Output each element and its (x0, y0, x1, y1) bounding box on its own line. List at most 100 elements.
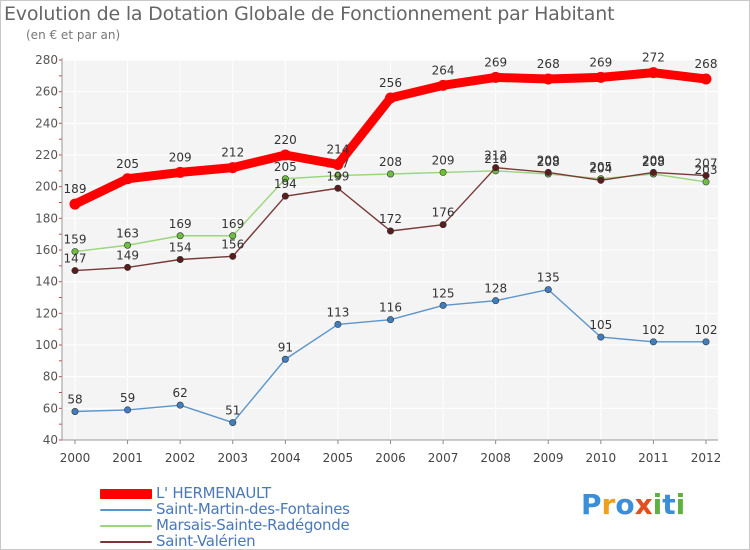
legend-swatch-marsais (100, 525, 152, 527)
data-point-saint-martin-des-fontaines (544, 286, 552, 294)
data-label-marsais-sainte-rad-gonde: 169 (221, 217, 244, 231)
data-label-marsais-sainte-rad-gonde: 208 (537, 155, 560, 169)
data-point-saint-val-rien (649, 168, 657, 176)
legend-item-saint-martin: Saint-Martin-des-Fontaines (100, 500, 420, 518)
x-tick-label: 2010 (586, 451, 617, 465)
y-tick-label: 160 (35, 243, 58, 257)
logo-letter: o (615, 488, 635, 521)
data-point-marsais-sainte-rad-gonde (702, 178, 710, 186)
data-point-marsais-sainte-rad-gonde (176, 232, 184, 240)
data-label-marsais-sainte-rad-gonde: 210 (484, 152, 507, 166)
data-point-saint-martin-des-fontaines (281, 355, 289, 363)
data-label-l-hermenault: 269 (484, 55, 507, 69)
data-label-saint-martin-des-fontaines: 135 (537, 271, 560, 285)
data-point-l-hermenault (227, 162, 239, 174)
data-label-saint-martin-des-fontaines: 59 (120, 391, 135, 405)
data-point-l-hermenault (122, 173, 134, 185)
y-tick-label: 40 (43, 433, 58, 447)
data-label-marsais-sainte-rad-gonde: 203 (695, 163, 718, 177)
data-point-saint-martin-des-fontaines (439, 301, 447, 309)
y-tick-label: 280 (35, 53, 58, 67)
data-label-saint-val-rien: 209 (537, 153, 560, 167)
data-point-l-hermenault (437, 79, 449, 91)
data-label-l-hermenault: 205 (116, 157, 139, 171)
data-label-saint-val-rien: 156 (221, 237, 244, 251)
logo-letter: x (634, 488, 653, 521)
data-point-saint-val-rien (702, 172, 710, 180)
data-point-l-hermenault (542, 73, 554, 85)
data-label-saint-martin-des-fontaines: 91 (278, 340, 293, 354)
data-label-saint-val-rien: 199 (326, 169, 349, 183)
data-point-saint-val-rien (281, 192, 289, 200)
data-point-l-hermenault (279, 149, 291, 161)
y-tick-label: 140 (35, 275, 58, 289)
data-label-marsais-sainte-rad-gonde: 208 (642, 155, 665, 169)
data-point-saint-val-rien (492, 164, 500, 172)
data-label-marsais-sainte-rad-gonde: 209 (432, 153, 455, 167)
data-point-saint-val-rien (386, 227, 394, 235)
data-point-saint-val-rien (176, 255, 184, 263)
data-label-saint-val-rien: 154 (169, 241, 192, 255)
data-point-saint-martin-des-fontaines (492, 297, 500, 305)
data-label-saint-val-rien: 194 (274, 177, 297, 191)
legend-label-marsais: Marsais-Sainte-Radégonde (156, 516, 350, 534)
data-label-saint-martin-des-fontaines: 62 (173, 386, 188, 400)
y-tick-label: 220 (35, 148, 58, 162)
data-point-saint-martin-des-fontaines (176, 401, 184, 409)
logo-letter: i (675, 488, 686, 521)
data-point-saint-val-rien (229, 252, 237, 260)
legend: L' HERMENAULT Saint-Martin-des-Fontaines… (100, 484, 420, 550)
data-label-saint-martin-des-fontaines: 105 (589, 318, 612, 332)
data-point-l-hermenault (700, 73, 712, 85)
x-tick-label: 2008 (480, 451, 511, 465)
data-label-l-hermenault: 209 (169, 150, 192, 164)
legend-swatch-saint-martin (100, 509, 152, 511)
data-label-saint-val-rien: 207 (695, 157, 718, 171)
data-point-marsais-sainte-rad-gonde (229, 232, 237, 240)
logo-letter: P (581, 488, 602, 521)
legend-item-saint-valerien: Saint-Valérien (100, 532, 420, 550)
data-point-saint-martin-des-fontaines (597, 333, 605, 341)
data-point-saint-val-rien (334, 184, 342, 192)
data-point-l-hermenault (174, 166, 186, 178)
data-label-marsais-sainte-rad-gonde: 169 (169, 217, 192, 231)
data-point-saint-val-rien (439, 221, 447, 229)
data-label-saint-val-rien: 172 (379, 212, 402, 226)
data-label-saint-val-rien: 147 (64, 252, 87, 266)
data-point-l-hermenault (595, 71, 607, 83)
data-label-marsais-sainte-rad-gonde: 163 (116, 226, 139, 240)
data-point-saint-martin-des-fontaines (229, 419, 237, 427)
data-point-l-hermenault (69, 198, 81, 210)
logo-letter: r (601, 488, 616, 521)
proxiti-logo: Proxiti (581, 488, 685, 521)
x-tick-label: 2003 (217, 451, 248, 465)
legend-label-saint-martin: Saint-Martin-des-Fontaines (156, 500, 350, 518)
data-point-marsais-sainte-rad-gonde (439, 168, 447, 176)
data-point-marsais-sainte-rad-gonde (71, 248, 79, 256)
data-point-l-hermenault (385, 92, 396, 104)
data-label-saint-val-rien: 212 (484, 149, 507, 163)
data-point-saint-val-rien (124, 263, 132, 271)
x-tick-label: 2007 (428, 451, 459, 465)
data-label-l-hermenault: 212 (221, 146, 244, 160)
data-point-saint-martin-des-fontaines (334, 320, 342, 328)
x-tick-label: 2009 (533, 451, 564, 465)
logo-letter: i (652, 488, 663, 521)
x-tick-label: 2006 (375, 451, 406, 465)
legend-swatch-saint-valerien (100, 541, 152, 543)
y-tick-label: 240 (35, 116, 58, 130)
data-label-marsais-sainte-rad-gonde: 159 (64, 233, 87, 247)
data-point-l-hermenault (490, 71, 502, 83)
y-tick-label: 180 (35, 211, 58, 225)
data-label-l-hermenault: 214 (326, 143, 349, 157)
data-point-saint-martin-des-fontaines (124, 406, 132, 414)
data-point-saint-val-rien (544, 168, 552, 176)
data-label-saint-martin-des-fontaines: 113 (326, 305, 349, 319)
data-label-l-hermenault: 189 (64, 182, 87, 196)
legend-item-l-hermenault: L' HERMENAULT (100, 484, 420, 502)
x-tick-label: 2000 (60, 451, 91, 465)
legend-label-saint-valerien: Saint-Valérien (156, 532, 256, 550)
data-point-saint-val-rien (71, 267, 79, 275)
data-label-l-hermenault: 264 (432, 63, 455, 77)
